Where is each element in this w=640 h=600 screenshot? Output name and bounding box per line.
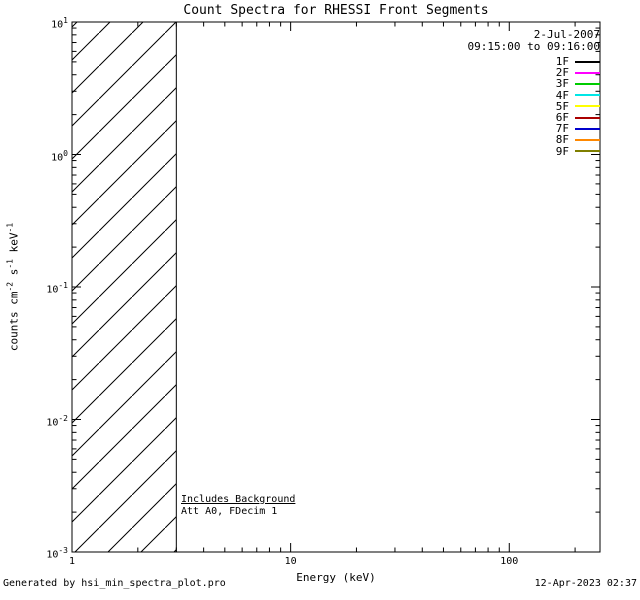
y-tick-exp: -1: [58, 281, 68, 290]
legend-row: 2F: [556, 67, 600, 78]
legend-row: 8F: [556, 134, 600, 145]
legend-row: 1F: [556, 56, 600, 67]
y-tick-label: 10-2: [22, 412, 68, 430]
legend-line: [575, 138, 600, 141]
y-tick-label: 10-1: [22, 279, 68, 297]
y-tick-label: 10-3: [22, 544, 68, 562]
y-axis-label-exp: -2: [5, 281, 15, 292]
legend-label: 2F: [555, 66, 569, 80]
y-tick-label: 101: [22, 14, 68, 32]
x-tick-label: 1: [68, 556, 76, 567]
y-axis-label-text: keV: [7, 232, 21, 259]
y-tick-base: 10: [51, 19, 64, 31]
legend-header: 2-Jul-2007 09:15:00 to 09:16:00: [468, 29, 600, 53]
x-tick-label: 100: [500, 556, 519, 567]
y-tick-exp: 0: [63, 148, 68, 158]
legend-line: [575, 60, 600, 63]
y-tick-exp: 1: [63, 16, 68, 25]
y-tick-base: 10: [51, 151, 64, 163]
background-note: Includes Background: [181, 494, 296, 505]
legend-line: [575, 94, 600, 97]
legend-line: [575, 116, 600, 119]
y-tick-base: 10: [46, 416, 59, 428]
y-axis-label-exp: -1: [5, 259, 15, 269]
legend-line: [575, 127, 600, 130]
x-tick-label: 10: [284, 556, 297, 567]
y-tick-label: 100: [22, 147, 68, 165]
y-tick-base: 10: [46, 284, 59, 296]
y-axis-label-text: counts cm: [7, 291, 21, 352]
legend-row: 6F: [556, 112, 600, 123]
legend: 1F 2F 3F 4F 5F 6F 7F 8F: [556, 56, 600, 157]
y-axis-label-exp: -1: [5, 222, 15, 233]
legend-date: 2-Jul-2007: [533, 28, 600, 41]
legend-line: [575, 150, 600, 153]
legend-line: [575, 105, 600, 108]
legend-time-range: 09:15:00 to 09:16:00: [467, 40, 600, 53]
plot-annotations: Includes Background Att A0, FDecim 1: [181, 494, 295, 518]
legend-row: 7F: [556, 123, 600, 134]
generation-timestamp: 12-Apr-2023 02:37: [534, 578, 637, 589]
legend-label: 9F: [555, 144, 569, 158]
legend-label: 3F: [555, 77, 569, 91]
y-axis-label: counts cm-2 s-1 keV-1: [6, 223, 21, 351]
legend-line: [575, 71, 600, 74]
legend-row: 5F: [556, 101, 600, 112]
legend-row: 4F: [556, 90, 600, 101]
y-tick-base: 10: [46, 549, 59, 561]
legend-label: 1F: [555, 55, 569, 69]
chart-title: Count Spectra for RHESSI Front Segments: [183, 3, 489, 18]
attenuator-note: Att A0, FDecim 1: [181, 506, 278, 517]
legend-label: 7F: [555, 122, 569, 136]
legend-line: [575, 82, 600, 85]
legend-row: 9F: [556, 146, 600, 157]
legend-label: 8F: [555, 133, 569, 147]
legend-row: 3F: [556, 78, 600, 89]
legend-label: 5F: [555, 99, 569, 113]
hatch-region: [72, 22, 177, 552]
legend-label: 4F: [555, 88, 569, 102]
legend-label: 6F: [555, 111, 569, 125]
generator-credit: Generated by hsi_min_spectra_plot.pro: [3, 578, 226, 589]
y-axis-label-text: s: [7, 268, 21, 282]
y-tick-exp: -2: [58, 413, 68, 423]
x-axis-label: Energy (keV): [296, 571, 376, 584]
y-tick-exp: -3: [58, 546, 68, 555]
